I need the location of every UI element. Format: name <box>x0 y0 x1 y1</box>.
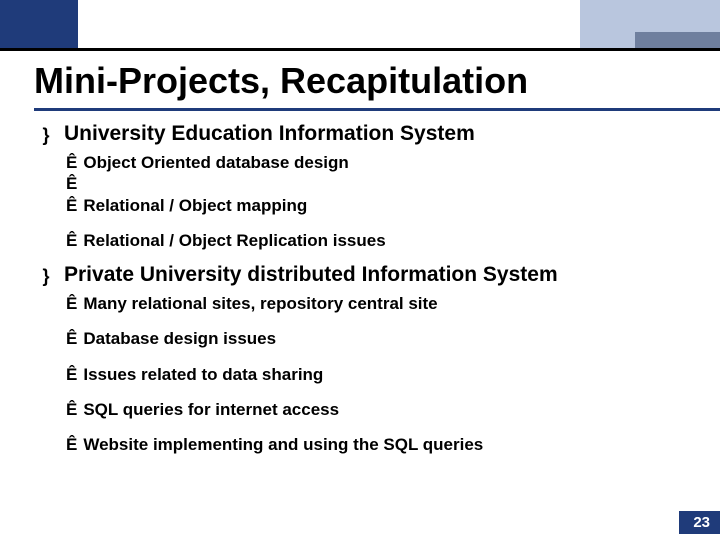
header-divider <box>0 48 720 51</box>
slide-content: } University Education Information Syste… <box>38 122 690 467</box>
sub-item-text: Many relational sites, repository centra… <box>83 293 437 314</box>
sub-item-text: Relational / Object mapping <box>83 195 307 216</box>
sub-bullet-icon: Ê <box>66 152 77 173</box>
section-2: } Private University distributed Informa… <box>38 263 690 455</box>
sub-item: Ê Relational / Object Replication issues <box>66 230 690 251</box>
sub-bullet-icon: Ê <box>66 230 77 251</box>
sub-bullet-icon: Ê <box>66 328 77 349</box>
sub-item-text: SQL queries for internet access <box>83 399 339 420</box>
sub-item: Ê SQL queries for internet access <box>66 399 690 420</box>
sub-item: Ê Many relational sites, repository cent… <box>66 293 690 314</box>
section-bullet-icon: } <box>38 122 54 148</box>
header-dark-block <box>635 32 720 48</box>
sub-bullet-icon: Ê <box>66 173 77 194</box>
header-left-block <box>0 0 78 48</box>
section-heading-text: Private University distributed Informati… <box>64 263 558 287</box>
sub-item: Ê Relational / Object mapping <box>66 195 690 216</box>
sub-item: Ê Website implementing and using the SQL… <box>66 434 690 455</box>
section-heading-text: University Education Information System <box>64 122 475 146</box>
sub-item-text: Database design issues <box>83 328 276 349</box>
sub-bullet-icon: Ê <box>66 434 77 455</box>
slide-title: Mini-Projects, Recapitulation <box>34 60 528 102</box>
page-number: 23 <box>679 511 720 534</box>
sub-item-text: Object Oriented database design <box>83 152 348 173</box>
sub-item: Ê Database design issues <box>66 328 690 349</box>
sub-bullet-icon: Ê <box>66 293 77 314</box>
header-right-area <box>78 0 720 48</box>
sub-item-text: Website implementing and using the SQL q… <box>83 434 483 455</box>
section-heading: } University Education Information Syste… <box>38 122 690 148</box>
sub-bullet-icon: Ê <box>66 399 77 420</box>
sub-item: Ê <box>66 173 690 194</box>
header-band <box>0 0 720 48</box>
title-underline <box>34 108 720 111</box>
sub-bullet-icon: Ê <box>66 364 77 385</box>
section-heading: } Private University distributed Informa… <box>38 263 690 289</box>
section-1: } University Education Information Syste… <box>38 122 690 251</box>
sub-bullet-icon: Ê <box>66 195 77 216</box>
section-bullet-icon: } <box>38 263 54 289</box>
sub-item-text: Relational / Object Replication issues <box>83 230 385 251</box>
sub-item-text: Issues related to data sharing <box>83 364 323 385</box>
sub-item: Ê Object Oriented database design <box>66 152 690 173</box>
sub-item: Ê Issues related to data sharing <box>66 364 690 385</box>
